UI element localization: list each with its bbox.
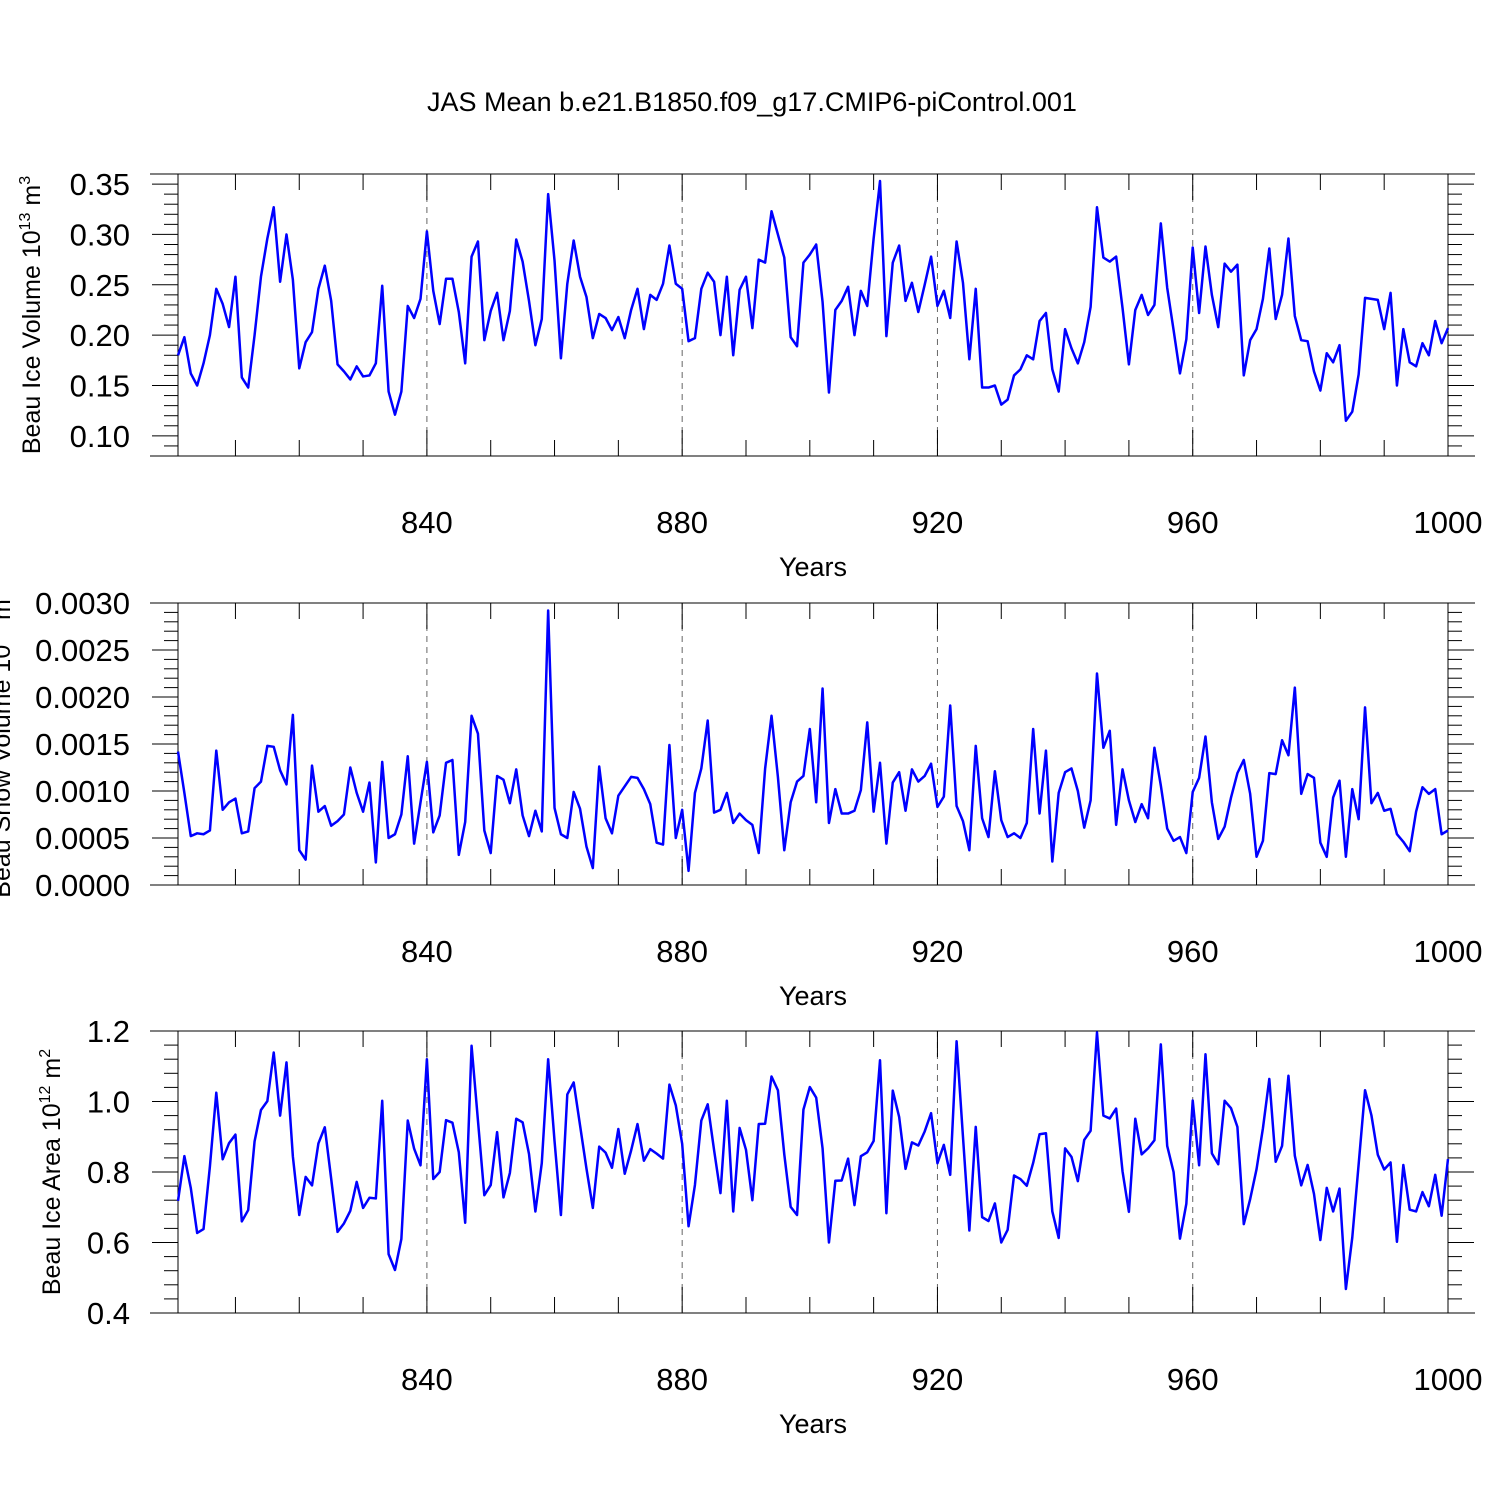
y-tick-label: 0.0015 bbox=[35, 727, 130, 762]
y-tick-label: 0.0030 bbox=[35, 586, 130, 621]
y-tick-label: 0.0000 bbox=[35, 868, 130, 903]
x-axis-label: Years bbox=[779, 1409, 847, 1439]
y-tick-label: 0.0020 bbox=[35, 680, 130, 715]
y-tick-label: 0.20 bbox=[70, 318, 130, 353]
y-tick-label: 0.0025 bbox=[35, 633, 130, 668]
x-tick-label: 920 bbox=[912, 1362, 964, 1397]
y-axis-label-part: 3 bbox=[0, 590, 4, 599]
y-axis-label-part: m bbox=[0, 599, 16, 627]
panel-snow-volume: 840 880 920 960 1000 Years 0.0000 0.0005 0.0010 0… bbox=[0, 586, 1482, 1011]
x-axis-label: Years bbox=[779, 981, 847, 1011]
series-line bbox=[176, 1031, 1450, 1291]
x-tick-label: 960 bbox=[1167, 1362, 1219, 1397]
x-tick-label: 880 bbox=[656, 1362, 708, 1397]
x-tick-label: 880 bbox=[656, 505, 708, 540]
x-tick-label: 1000 bbox=[1414, 1362, 1483, 1397]
y-tick-label: 0.35 bbox=[70, 167, 130, 202]
y-tick-label: 0.0010 bbox=[35, 774, 130, 809]
x-tick-label: 840 bbox=[401, 505, 453, 540]
x-tick-label: 960 bbox=[1167, 934, 1219, 969]
x-tick-label: 920 bbox=[912, 934, 964, 969]
panel-ice-area: 840 880 920 960 1000 Years 0.4 0.6 0.8 1.0 1.2 Beau… bbox=[37, 1014, 1482, 1439]
y-axis-label-part: 3 bbox=[17, 176, 34, 185]
y-tick-label: 0.10 bbox=[70, 419, 130, 454]
x-axis-label: Years bbox=[779, 552, 847, 582]
y-axis-label: Beau Ice Volume 1013 m3 bbox=[17, 176, 46, 454]
y-axis-label-part: 13 bbox=[0, 627, 4, 645]
y-tick-label: 0.8 bbox=[87, 1155, 130, 1190]
x-tick-label: 880 bbox=[656, 934, 708, 969]
y-axis-label-part: Beau Snow Volume 10 bbox=[0, 645, 16, 898]
x-tick-label: 1000 bbox=[1414, 934, 1483, 969]
x-tick-label: 840 bbox=[401, 934, 453, 969]
y-tick-label: 1.2 bbox=[87, 1014, 130, 1049]
series-line bbox=[176, 179, 1450, 422]
y-tick-label: 1.0 bbox=[87, 1085, 130, 1120]
panel-ice-volume: 840 880 920 960 1000 Years 0.10 0.15 0.20 0.25 0.3… bbox=[17, 167, 1482, 582]
figure-title: JAS Mean b.e21.B1850.f09_g17.CMIP6-piCon… bbox=[427, 87, 1077, 117]
y-axis-label: Beau Ice Area 1012 m2 bbox=[37, 1049, 66, 1295]
y-axis-label-part: Beau Ice Volume 10 bbox=[18, 230, 46, 454]
x-tick-label: 840 bbox=[401, 1362, 453, 1397]
y-tick-label: 0.0005 bbox=[35, 821, 130, 856]
y-axis-label: Beau Snow Volume 1013 m3 bbox=[0, 590, 16, 898]
y-axis-label-part: m bbox=[38, 1058, 66, 1086]
y-tick-label: 0.25 bbox=[70, 268, 130, 303]
y-tick-label: 0.30 bbox=[70, 217, 130, 252]
y-tick-label: 0.4 bbox=[87, 1296, 130, 1331]
y-tick-label: 0.6 bbox=[87, 1226, 130, 1261]
x-tick-label: 1000 bbox=[1414, 505, 1483, 540]
series-line bbox=[176, 609, 1449, 873]
x-tick-label: 960 bbox=[1167, 505, 1219, 540]
y-axis-label-part: Beau Ice Area 10 bbox=[38, 1103, 66, 1295]
x-tick-label: 920 bbox=[912, 505, 964, 540]
y-axis-label-part: 13 bbox=[17, 212, 34, 230]
y-axis-label-part: 12 bbox=[37, 1085, 54, 1103]
y-tick-label: 0.15 bbox=[70, 369, 130, 404]
y-axis-label-part: m bbox=[18, 185, 46, 213]
y-axis-label-part: 2 bbox=[37, 1049, 54, 1058]
